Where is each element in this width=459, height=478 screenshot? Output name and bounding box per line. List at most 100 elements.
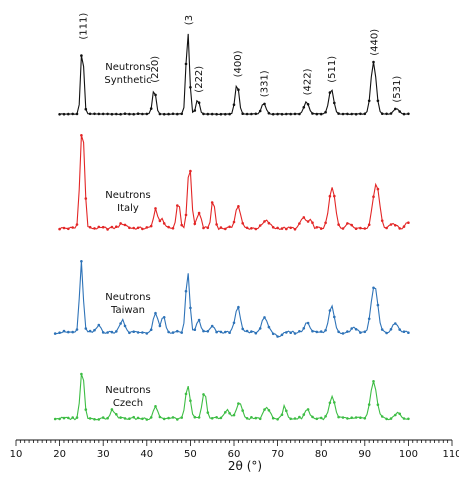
series-1-point <box>333 194 336 198</box>
series-0-point <box>285 112 288 116</box>
series-1-point <box>84 197 88 200</box>
series-1-point <box>136 226 140 230</box>
peak-label: (3 <box>184 15 195 25</box>
series-2-point <box>346 330 349 333</box>
series-1-point <box>402 225 406 228</box>
series-2-point <box>372 286 375 290</box>
series-2-point <box>306 321 310 325</box>
series-0-point <box>237 88 240 91</box>
series-3-point <box>93 418 96 421</box>
series-2-point <box>250 330 253 333</box>
series-3-point <box>128 417 131 421</box>
series-labels-group: Neutrons Synthetic Neutrons Italy Neutrons Ta… <box>104 62 151 409</box>
series-3-point <box>193 415 197 419</box>
series-0-point <box>328 91 332 94</box>
series-2-point <box>119 322 122 325</box>
series-2-point <box>71 330 74 334</box>
series-0-point <box>62 112 66 116</box>
series-3-point <box>67 416 70 420</box>
series-2-point <box>394 322 397 325</box>
x-axis: 10 20 30 40 50 60 70 80 90 100 110 <box>10 439 459 460</box>
series-2-point <box>84 327 88 330</box>
series-0-point <box>302 106 306 109</box>
series-0-point <box>289 112 293 116</box>
series-2-point <box>267 325 271 329</box>
series-0-point <box>162 112 166 116</box>
series-3-point <box>84 408 88 411</box>
series-3-point <box>389 417 393 420</box>
series-1-point <box>341 227 345 230</box>
series-0-point <box>245 112 249 116</box>
series-3-point <box>176 418 179 421</box>
series-3-point <box>136 416 140 420</box>
series-1-point <box>319 227 323 230</box>
series-2-point <box>263 316 266 319</box>
series-0-point <box>350 112 354 116</box>
series-1-point <box>202 226 205 230</box>
x-axis-title: 2θ (°) <box>228 459 262 473</box>
series-0-point <box>132 112 135 116</box>
series-3-point <box>280 413 284 417</box>
series-2-point <box>354 328 358 331</box>
series-1-point <box>250 227 253 230</box>
series-0-point <box>149 107 153 110</box>
series-3-point <box>158 415 162 419</box>
series-3-point <box>101 416 105 419</box>
peak-label: (331) <box>260 70 271 97</box>
series-3-point <box>263 408 266 411</box>
series-2-point <box>350 327 354 330</box>
series-1-point <box>184 213 188 217</box>
series-1-point <box>189 169 192 173</box>
x-tick-label: 80 <box>315 449 328 460</box>
series-1-point <box>228 225 231 229</box>
peak-label: (440) <box>370 29 381 56</box>
series-1-point <box>58 227 61 231</box>
series-1-point <box>376 187 380 191</box>
series-0-point <box>306 103 310 106</box>
series-1-point <box>145 226 149 229</box>
series-0-point <box>80 54 83 57</box>
series-2-point <box>128 331 131 335</box>
series-1-point <box>210 201 214 204</box>
series-2-point <box>398 328 402 331</box>
series-3-point <box>162 417 166 421</box>
series-2-point <box>215 330 218 334</box>
series-0-point <box>128 112 131 116</box>
series-2-point <box>58 331 61 335</box>
series-1-point <box>407 221 410 224</box>
series-0-point <box>106 112 109 116</box>
series-label: Italy <box>117 203 139 214</box>
series-2-point <box>363 330 367 334</box>
series-3-point <box>132 415 135 419</box>
series-0-point <box>232 103 236 106</box>
series-2-point <box>132 330 135 334</box>
peak-label: (111) <box>78 13 89 40</box>
series-0-point <box>110 112 114 116</box>
series-2-point <box>184 289 188 293</box>
series-1-point <box>289 226 293 230</box>
series-2-point <box>328 309 332 312</box>
series-0-point <box>315 112 319 116</box>
series-label: Neutrons <box>105 62 150 73</box>
series-0-point <box>158 112 162 116</box>
series-1-point <box>171 227 175 230</box>
series-3-point <box>359 416 362 420</box>
series-1-point <box>154 207 157 210</box>
x-tick-label: 60 <box>228 449 241 460</box>
series-1-point <box>324 221 327 225</box>
series-3-point <box>80 372 83 376</box>
series-3-point <box>71 416 74 419</box>
series-2-point <box>333 315 336 319</box>
series-1-point <box>311 221 314 224</box>
series-1-point <box>398 227 402 230</box>
series-0-point <box>333 101 336 105</box>
series-2-point <box>67 330 70 334</box>
peak-label: (220) <box>150 56 161 83</box>
x-tick-label: 10 <box>10 449 23 460</box>
series-2-point <box>206 330 210 333</box>
series-3-point <box>398 412 402 416</box>
series-2-point <box>106 331 109 334</box>
series-0-point <box>71 112 74 116</box>
series-1-point <box>62 226 66 230</box>
peak-label: (400) <box>233 50 244 77</box>
